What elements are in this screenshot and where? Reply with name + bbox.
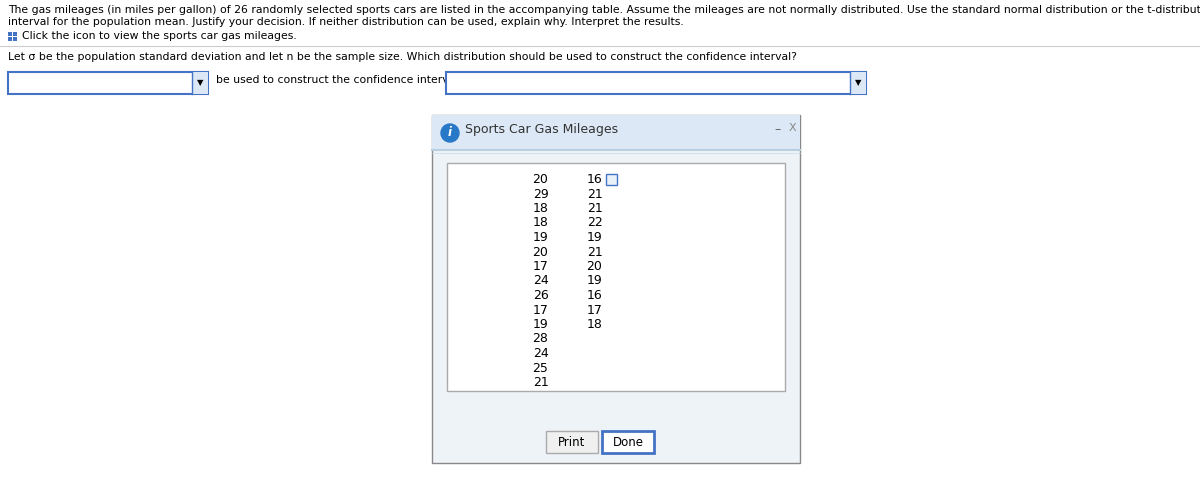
Text: 18: 18: [533, 216, 548, 229]
Bar: [602, 431, 654, 453]
Bar: [13, 32, 17, 36]
Bar: [8, 72, 208, 94]
Bar: [192, 72, 208, 94]
Text: 21: 21: [587, 202, 602, 215]
Text: 17: 17: [533, 260, 548, 273]
Bar: [546, 431, 598, 453]
Bar: [432, 115, 800, 150]
Text: 26: 26: [533, 289, 548, 302]
Text: 16: 16: [587, 289, 602, 302]
Bar: [606, 174, 618, 185]
Text: 29: 29: [533, 187, 548, 200]
Text: X: X: [788, 123, 796, 133]
Text: Done: Done: [612, 436, 643, 449]
Text: 16: 16: [587, 173, 602, 186]
Text: ▼: ▼: [854, 79, 862, 87]
Text: –: –: [775, 123, 781, 136]
Text: Click the icon to view the sports car gas mileages.: Click the icon to view the sports car ga…: [22, 31, 296, 41]
Text: 22: 22: [587, 216, 602, 229]
Text: 24: 24: [533, 347, 548, 360]
Text: 21: 21: [533, 376, 548, 389]
Text: The gas mileages (in miles per gallon) of 26 randomly selected sports cars are l: The gas mileages (in miles per gallon) o…: [8, 5, 1200, 15]
Text: be used to construct the confidence interval, since: be used to construct the confidence inte…: [216, 75, 493, 85]
Bar: [850, 72, 866, 94]
Bar: [8, 32, 12, 36]
Bar: [446, 72, 866, 94]
Text: 21: 21: [587, 245, 602, 258]
Text: 18: 18: [533, 202, 548, 215]
Text: 19: 19: [533, 231, 548, 244]
Text: Sports Car Gas Mileages: Sports Car Gas Mileages: [466, 123, 618, 136]
Text: 20: 20: [533, 245, 548, 258]
Text: 17: 17: [587, 303, 602, 316]
Text: 20: 20: [533, 173, 548, 186]
Bar: [8, 37, 12, 41]
Bar: [432, 115, 800, 463]
Text: ▼: ▼: [197, 79, 203, 87]
Text: 19: 19: [587, 231, 602, 244]
Text: i: i: [448, 127, 452, 140]
Text: 21: 21: [587, 187, 602, 200]
Text: 19: 19: [533, 318, 548, 331]
Text: Let σ be the population standard deviation and let n be the sample size. Which d: Let σ be the population standard deviati…: [8, 52, 797, 62]
Text: 25: 25: [533, 361, 548, 374]
Text: 24: 24: [533, 274, 548, 287]
Text: 17: 17: [533, 303, 548, 316]
Circle shape: [442, 124, 458, 142]
Text: interval for the population mean. Justify your decision. If neither distribution: interval for the population mean. Justif…: [8, 17, 684, 27]
Bar: [446, 163, 785, 391]
Text: 28: 28: [533, 332, 548, 345]
Bar: [13, 37, 17, 41]
Text: Print: Print: [558, 436, 586, 449]
Text: 19: 19: [587, 274, 602, 287]
Text: 18: 18: [587, 318, 602, 331]
Text: 20: 20: [587, 260, 602, 273]
